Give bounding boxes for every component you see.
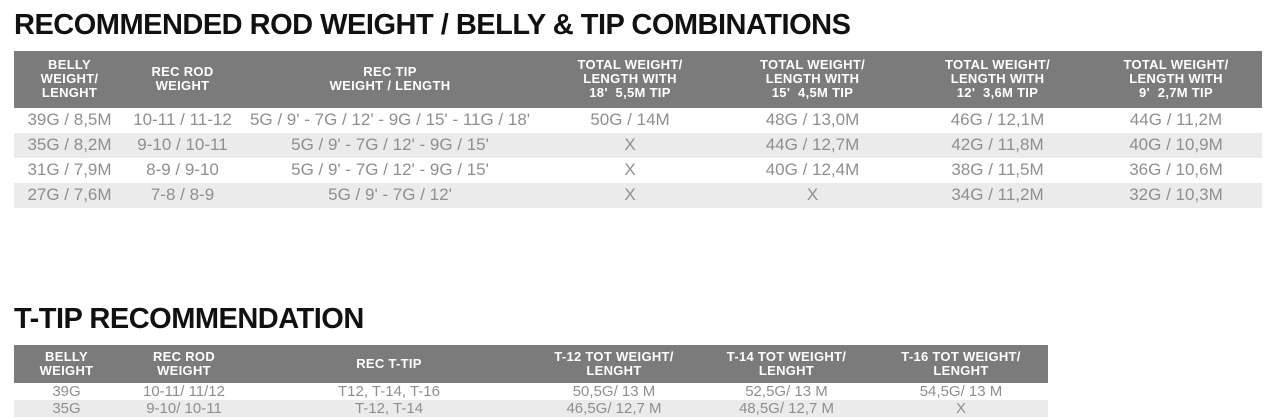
table-row: 39G / 8,5M 10-11 / 11-12 5G / 9' - 7G / 12…	[14, 108, 1262, 133]
header-row: BELLY WEIGHT REC ROD WEIGHT REC T-TIP T-12 …	[14, 344, 1048, 383]
table-cell: 9-10 / 10-11	[137, 135, 228, 155]
table-row: 39G 10-11/ 11/12 T12, T-14, T-16 50,5G/ 13 …	[14, 383, 1048, 400]
table-cell: 42G / 11,8M	[951, 135, 1044, 155]
table-cell: 35G	[52, 399, 81, 417]
table-cell: 8-9 / 9-10	[146, 160, 219, 180]
column-header: REC ROD WEIGHT	[119, 344, 249, 383]
table-cell: X	[624, 160, 636, 180]
column-header: TOTAL WEIGHT/ LENGTH WITH 18' 5,5M TIP	[540, 50, 720, 108]
table-cell: T-12, T-14	[354, 399, 424, 417]
table-cell: 36G / 10,6M	[1129, 160, 1223, 180]
table-cell: 9-10/ 10-11	[146, 399, 222, 417]
combinations-table-header: BELLY WEIGHT/ LENGHT REC ROD WEIGHT REC TI…	[14, 50, 1262, 108]
table-cell: 44G / 11,2M	[1129, 110, 1223, 130]
table-cell: 48,5G/ 12,7 M	[738, 399, 835, 417]
table-cell: 31G / 7,9M	[27, 160, 112, 180]
column-header: TOTAL WEIGHT/ LENGTH WITH 9' 2,7M TIP	[1090, 50, 1262, 108]
column-header: BELLY WEIGHT/ LENGHT	[14, 50, 125, 108]
header-row: BELLY WEIGHT/ LENGHT REC ROD WEIGHT REC TI…	[14, 50, 1262, 108]
table-cell: 52,5G/ 13 M	[745, 382, 828, 400]
column-header: REC TIP WEIGHT / LENGTH	[240, 50, 540, 108]
column-header: TOTAL WEIGHT/ LENGTH WITH 15' 4,5M TIP	[720, 50, 905, 108]
table-cell: 54,5G/ 13 M	[919, 382, 1003, 400]
table-cell: 5G / 9' - 7G / 12' - 9G / 15' - 11G / 18…	[249, 110, 531, 130]
table-cell: 46,5G/ 12,7 M	[566, 399, 662, 417]
table-cell: 35G / 8,2M	[27, 135, 112, 155]
table-cell: 5G / 9' - 7G / 12' - 9G / 15'	[291, 160, 489, 180]
table-cell: 39G / 8,5M	[27, 110, 112, 130]
table-cell: X	[806, 185, 819, 205]
table-cell: 50,5G/ 13 M	[572, 382, 656, 400]
table-cell: 39G	[52, 382, 81, 400]
ttip-table-header: BELLY WEIGHT REC ROD WEIGHT REC T-TIP T-12 …	[14, 344, 1048, 383]
table-row: 35G 9-10/ 10-11 T-12, T-14 46,5G/ 12,7 M 48,…	[14, 399, 1048, 417]
table-cell: T12, T-14, T-16	[337, 382, 440, 400]
column-header: TOTAL WEIGHT/ LENGTH WITH 12' 3,6M TIP	[905, 50, 1090, 108]
table-cell: 5G / 9' - 7G / 12' - 9G / 15'	[291, 135, 489, 155]
column-header: REC ROD WEIGHT	[125, 50, 240, 108]
table-cell: 40G / 12,4M	[765, 160, 860, 180]
combinations-table-body: 39G / 8,5M 10-11 / 11-12 5G / 9' - 7G / 12…	[14, 108, 1262, 208]
section-spacer	[14, 208, 1262, 300]
table-cell: 40G / 10,9M	[1129, 135, 1223, 155]
table-row: 31G / 7,9M 8-9 / 9-10 5G / 9' - 7G / 12' -…	[14, 158, 1262, 183]
ttip-table-body: 39G 10-11/ 11/12 T12, T-14, T-16 50,5G/ 13 …	[14, 383, 1048, 417]
ttip-table-title: T-TIP RECOMMENDATION	[14, 302, 364, 335]
table-cell: 10-11/ 11/12	[142, 382, 225, 400]
rod-weight-combinations-table: BELLY WEIGHT/ LENGHT REC ROD WEIGHT REC TI…	[14, 50, 1262, 208]
combinations-table-title: RECOMMENDED ROD WEIGHT / BELLY & TIP COM…	[14, 9, 851, 41]
table-cell: X	[624, 185, 636, 205]
column-header: T-14 TOT WEIGHT/ LENGHT	[699, 344, 874, 383]
table-row: 35G / 8,2M 9-10 / 10-11 5G / 9' - 7G / 12'…	[14, 132, 1262, 158]
column-header: T-16 TOT WEIGHT/ LENGHT	[874, 344, 1048, 383]
table-cell: 50G / 14M	[590, 110, 670, 130]
table-cell: X	[624, 135, 636, 155]
column-header: BELLY WEIGHT	[14, 344, 119, 383]
table-row: 27G / 7,6M 7-8 / 8-9 5G / 9' - 7G / 12' X X 3…	[14, 182, 1262, 208]
t-tip-recommendation-table: BELLY WEIGHT REC ROD WEIGHT REC T-TIP T-12 …	[14, 344, 1048, 417]
table-cell: 7-8 / 8-9	[150, 185, 215, 205]
table-cell: X	[955, 399, 966, 417]
column-header: T-12 TOT WEIGHT/ LENGHT	[529, 344, 699, 383]
table-cell: 10-11 / 11-12	[133, 110, 232, 130]
table-cell: 44G / 12,7M	[765, 135, 860, 155]
table-cell: 46G / 12,1M	[950, 110, 1045, 130]
table-cell: 38G / 11,5M	[951, 160, 1044, 180]
table-cell: 48G / 13,0M	[765, 110, 860, 130]
column-header: REC T-TIP	[249, 344, 529, 383]
table-cell: 27G / 7,6M	[27, 185, 112, 205]
table-cell: 5G / 9' - 7G / 12'	[328, 185, 452, 205]
table-cell: 34G / 11,2M	[951, 185, 1044, 205]
table-cell: 32G / 10,3M	[1129, 185, 1223, 205]
